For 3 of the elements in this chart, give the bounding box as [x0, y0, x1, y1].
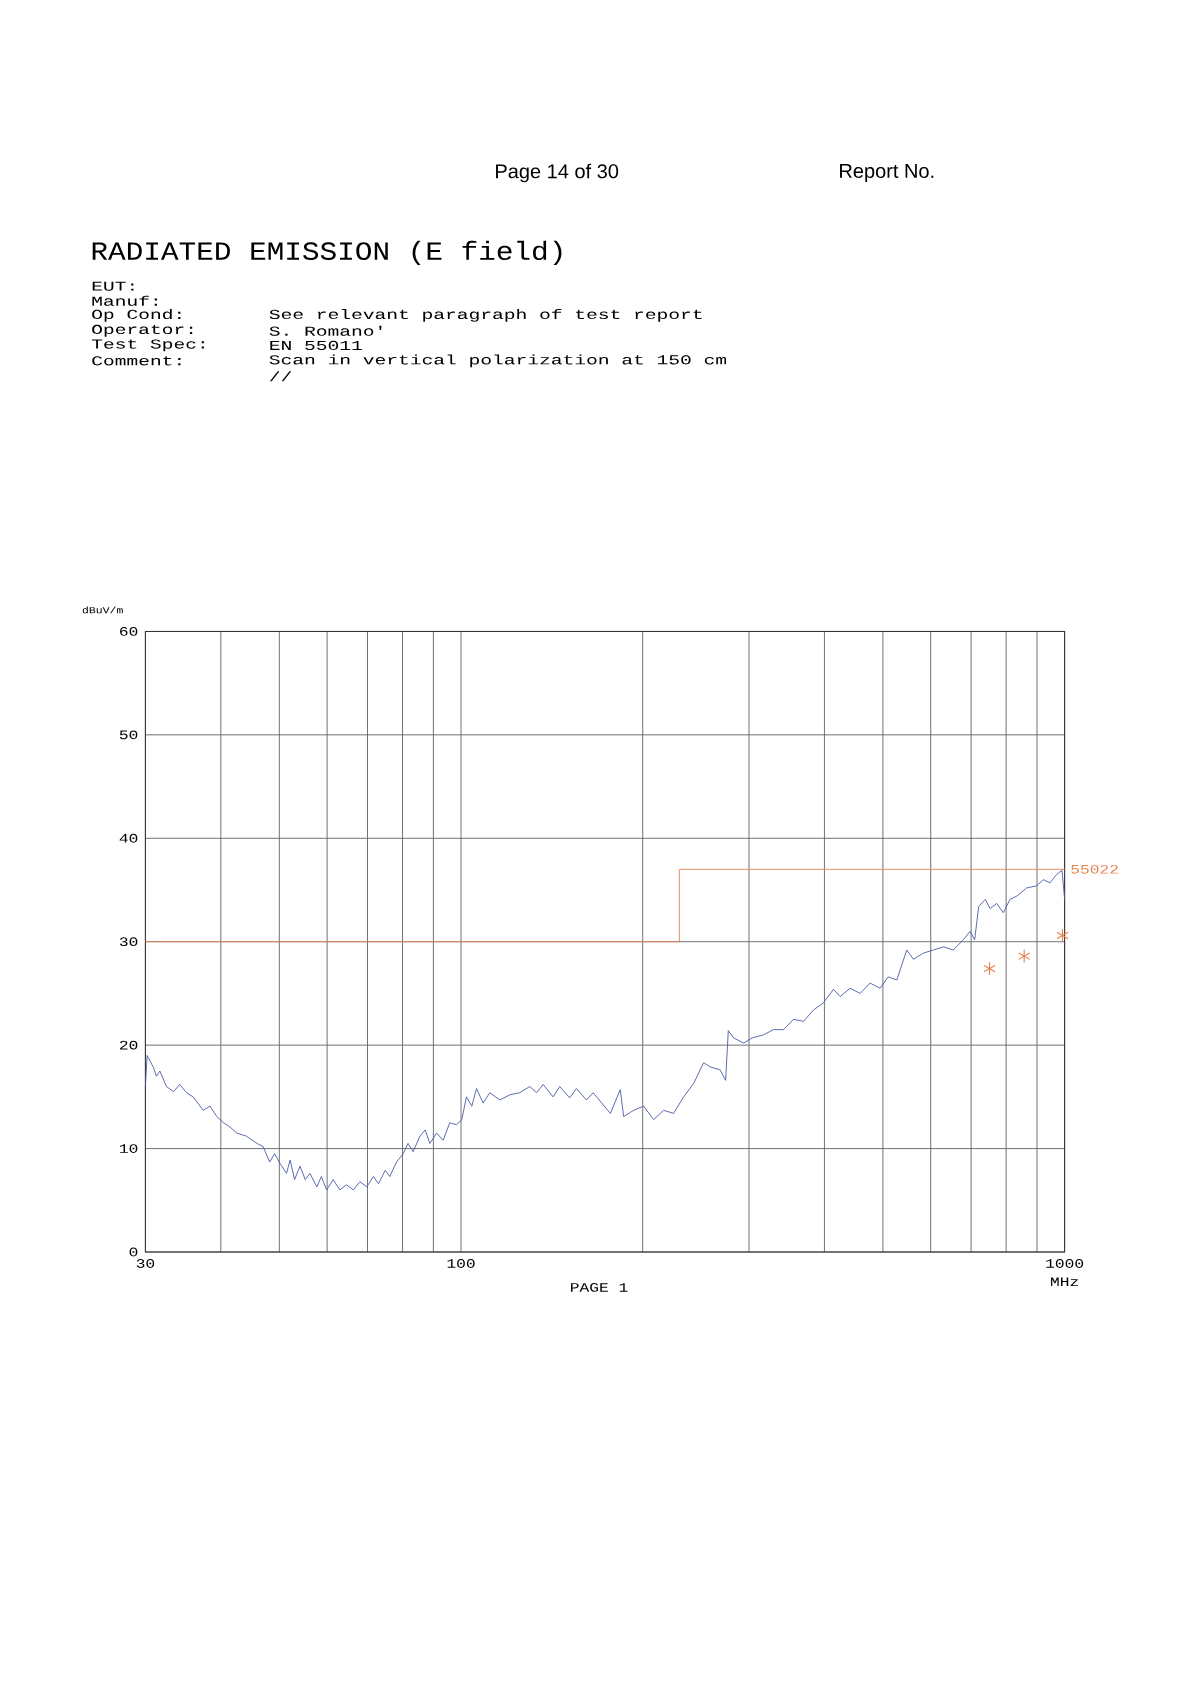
text: Page 14 of 30 [496, 163, 619, 183]
text: Report No. [840, 164, 934, 182]
chart-title: RADIATED EMISSION (E field) [92, 240, 562, 266]
